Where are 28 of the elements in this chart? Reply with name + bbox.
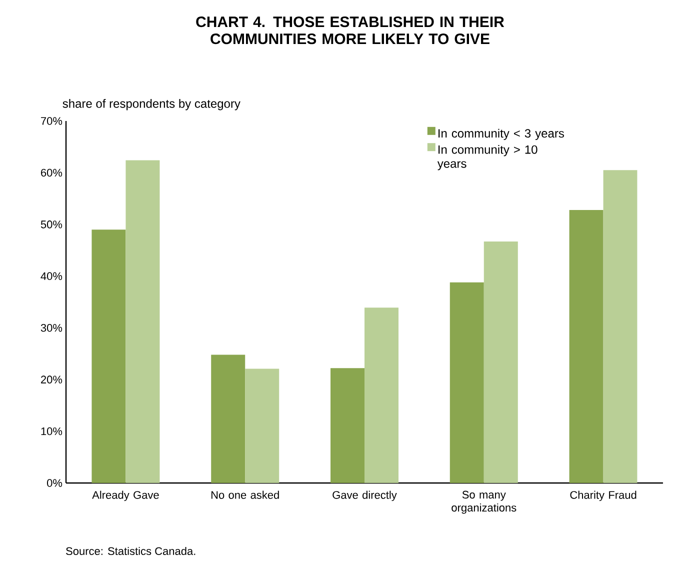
bar: [330, 368, 364, 483]
legend-label: In community < 3 years: [438, 128, 564, 140]
y-tick-label: 50%: [40, 220, 62, 228]
bar: [245, 368, 280, 483]
source-note: Source: Statistics Canada.: [66, 546, 196, 556]
bar: [450, 282, 484, 483]
bar: [569, 210, 604, 483]
x-tick-label: No one asked: [211, 490, 279, 499]
bar: [603, 170, 638, 483]
y-tick-label: 40%: [40, 272, 62, 280]
y-axis-title: share of respondents by category: [62, 99, 240, 110]
legend-label: In community > 10 years: [437, 145, 538, 170]
y-tick-label: 60%: [41, 168, 62, 177]
bar: [211, 354, 246, 483]
y-tick-label: 70%: [41, 117, 62, 125]
y-tick-label: 10%: [41, 427, 62, 436]
x-tick-label: So many organizations: [452, 490, 516, 514]
bar: [126, 160, 160, 483]
y-tick-label: 20%: [41, 376, 62, 384]
bar: [92, 230, 126, 483]
x-tick-label: Charity Fraud: [570, 490, 636, 502]
bar: [484, 241, 518, 483]
chart-title: CHART 4. THOSE ESTABLISHED IN THEIR COMMUNITIES MORE LIKELY TO GIVE: [196, 16, 504, 44]
y-tick-label: 30%: [40, 324, 62, 332]
x-tick-label: Already Gave: [92, 490, 159, 502]
y-tick-label: 0%: [47, 479, 62, 487]
bar: [364, 308, 398, 483]
x-tick-label: Gave directly: [332, 490, 397, 502]
